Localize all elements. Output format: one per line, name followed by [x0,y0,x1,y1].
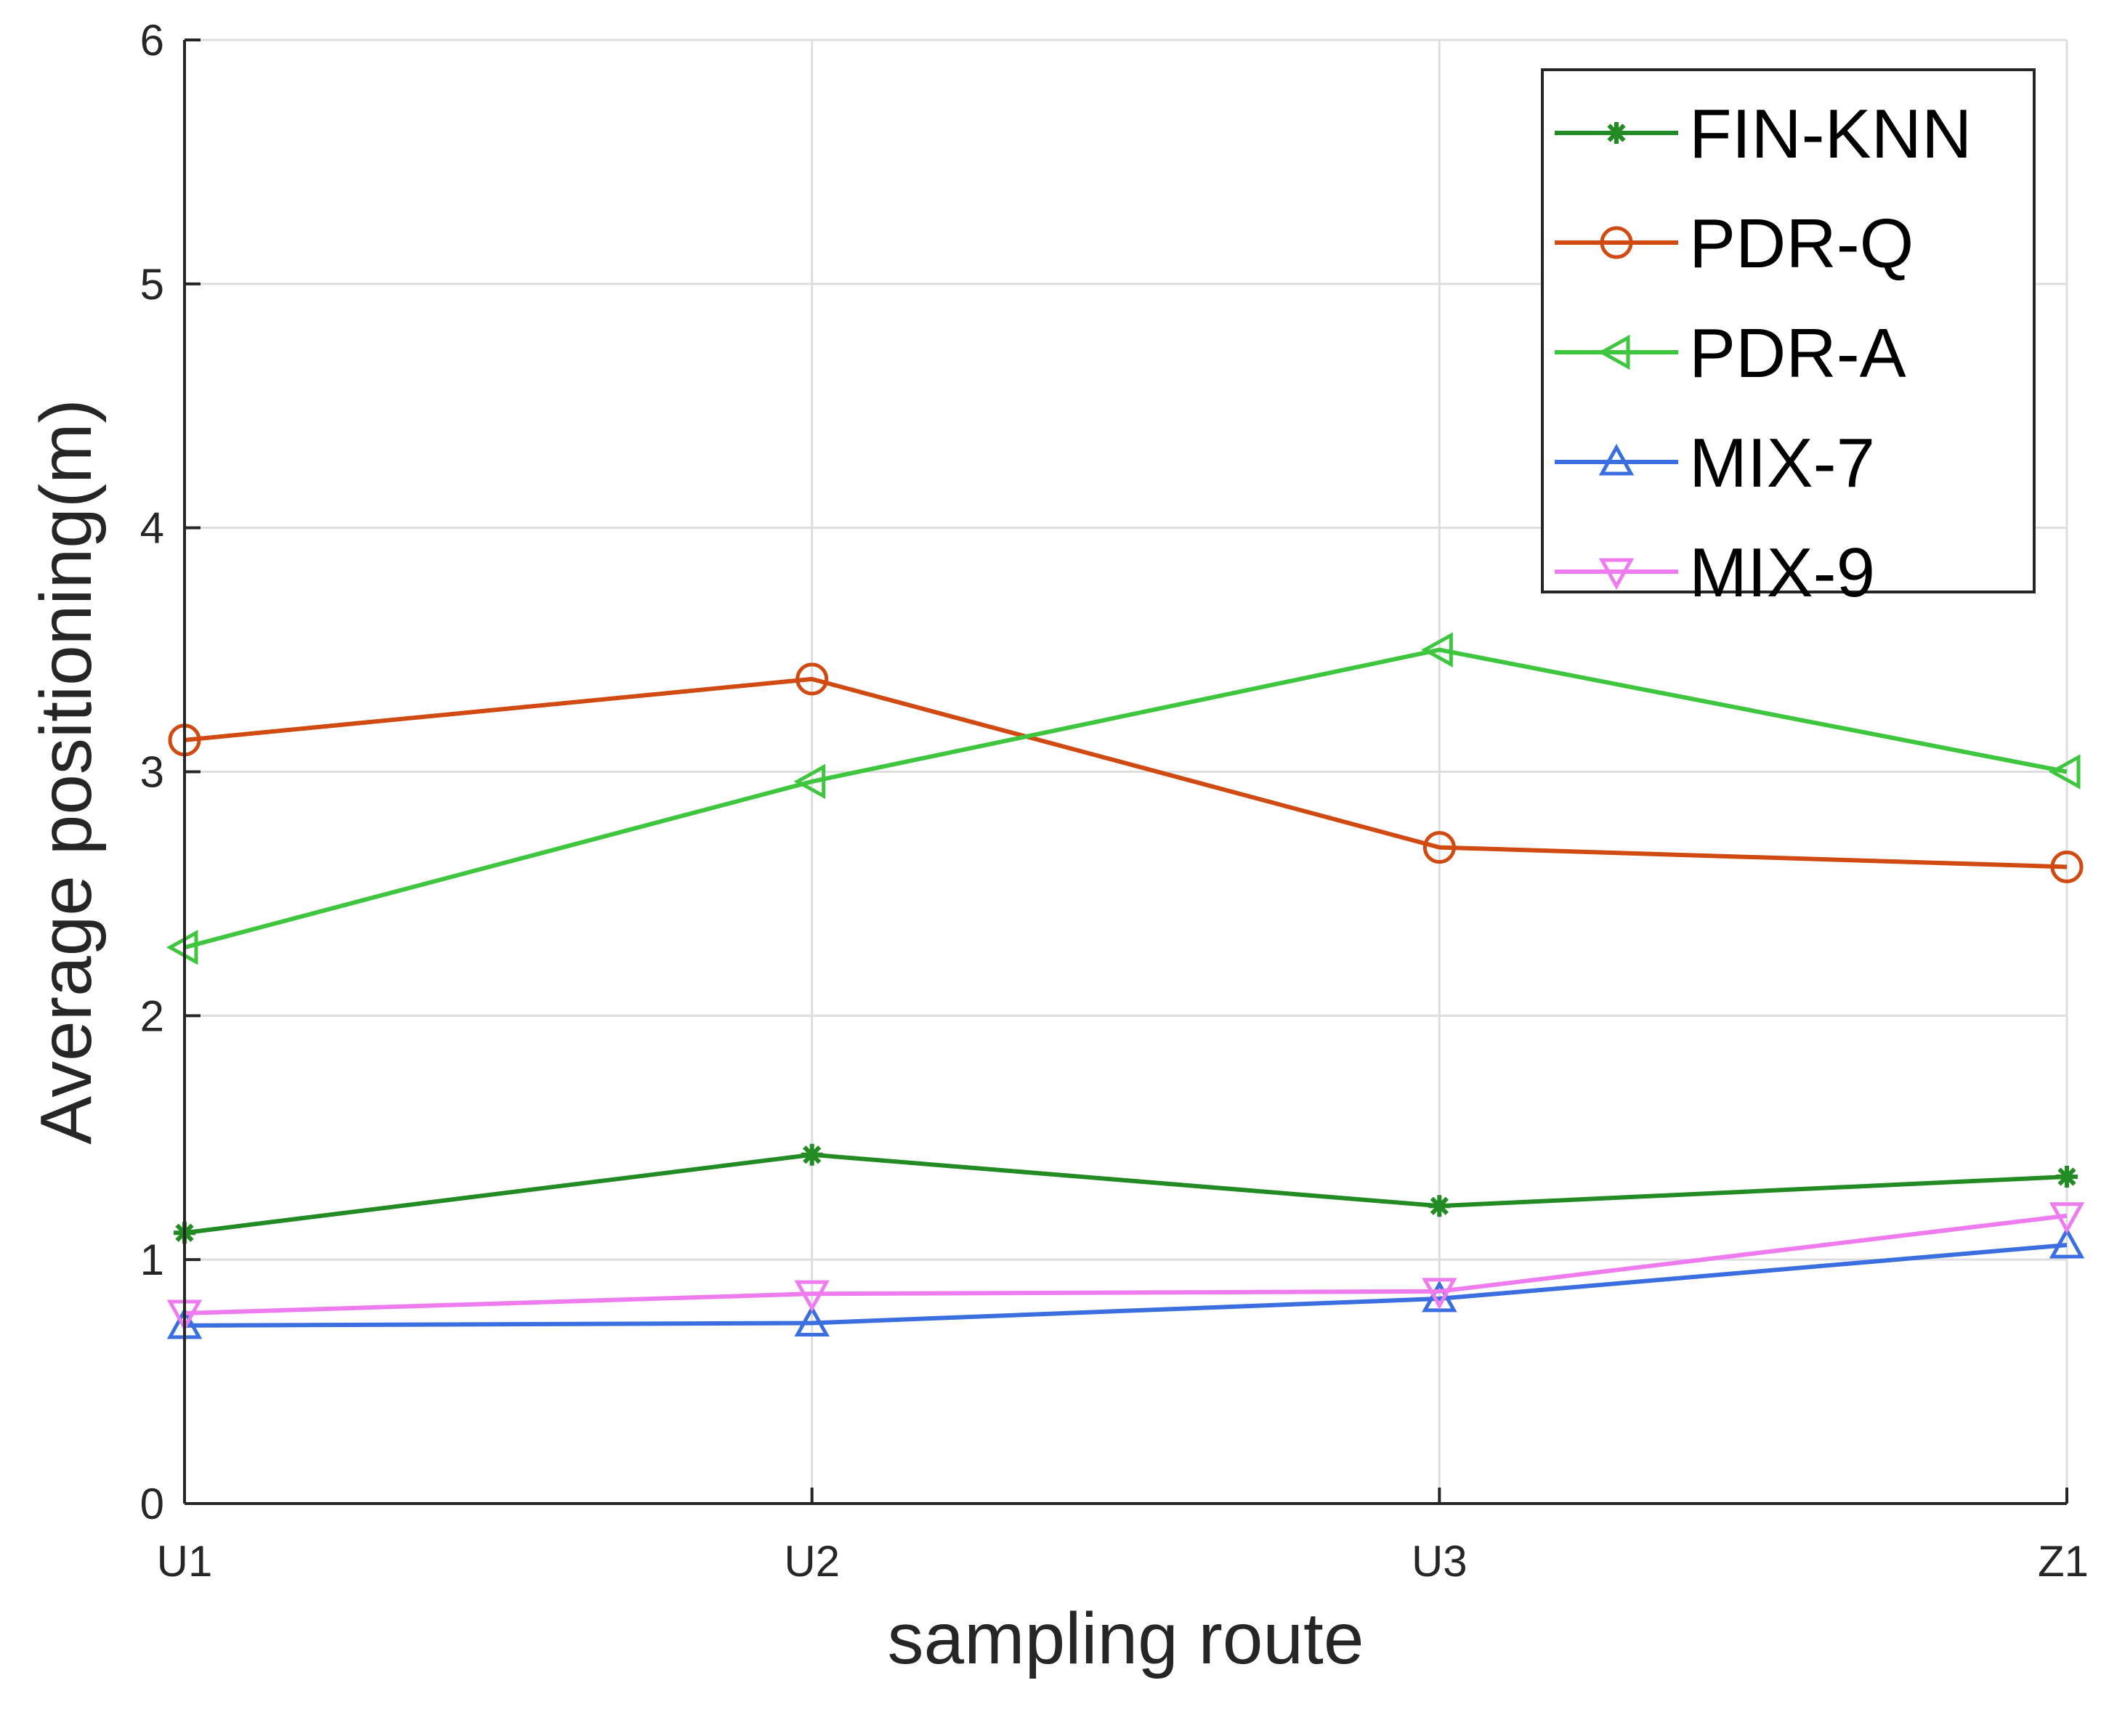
data-point [1428,1195,1451,1217]
legend-box [1541,68,2036,593]
axes [183,38,2068,1505]
series-layer [166,632,2085,1339]
data-point [1422,1278,1457,1310]
data-point [1606,122,1627,144]
y-tick-label: 0 [140,1480,164,1528]
asterisk-stroke [803,1145,822,1164]
series-line [184,676,2068,869]
y-tick-label: 4 [140,504,164,553]
series-mix-9 [166,1202,2085,1332]
data-point [794,1280,830,1313]
legend-entry: PDR-Q [1555,205,1914,283]
data-point [2048,754,2081,790]
series-line [184,1243,2068,1328]
data-point [1421,632,1453,668]
y-tick-label: 6 [140,16,164,65]
data-point [794,1305,830,1337]
data-point [1422,831,1456,864]
x-tick-label: U2 [784,1537,840,1586]
data-point [2056,1165,2078,1188]
data-point [1598,443,1635,476]
y-tick-label: 2 [140,991,164,1040]
legend-label: PDR-Q [1689,205,1914,283]
legend-entry: FIN-KNN [1555,95,1972,173]
tick-labels: 0 1 2 3 4 5 6 U1 U2 U3 Z1 [140,16,2089,1586]
data-point [1600,226,1633,259]
series-line [184,1152,2068,1236]
legend-label: MIX-7 [1689,424,1875,502]
legend-label: PDR-A [1689,315,1906,392]
data-point [1422,1280,1457,1313]
legend-label: FIN-KNN [1689,95,1972,173]
legend-label: MIX-9 [1689,534,1875,612]
asterisk-stroke [1430,1196,1449,1215]
x-axis-title: sampling route [888,1598,1364,1679]
legend-entry: PDR-A [1555,315,1906,392]
x-tick-label: Z1 [2038,1537,2089,1586]
series-line [184,647,2068,950]
data-point [796,662,829,696]
y-tick-label: 5 [140,260,164,309]
y-tick-label: 1 [140,1236,164,1284]
data-point [1598,558,1635,591]
legend-entry: MIX-7 [1555,424,1875,502]
asterisk-stroke [1607,123,1626,142]
data-point [793,763,826,800]
y-tick-label: 3 [140,748,164,797]
data-point [2049,1202,2085,1234]
y-axis-title: Average positioning(m) [25,399,107,1144]
asterisk-stroke [2057,1167,2076,1186]
series-pdr-q [168,662,2084,883]
x-tick-label: U3 [1412,1537,1468,1586]
data-point [2050,850,2084,883]
legend-entry: MIX-9 [1555,534,1875,612]
legend: FIN-KNN PDR-Q PDR-A MIX-7 MIX-9 [1541,68,2036,612]
series-line [184,1213,2068,1316]
x-tick-label: U1 [157,1537,213,1586]
series-mix-7 [166,1226,2085,1339]
data-point [1598,334,1630,370]
data-point [2049,1226,2085,1259]
data-point [801,1143,823,1166]
